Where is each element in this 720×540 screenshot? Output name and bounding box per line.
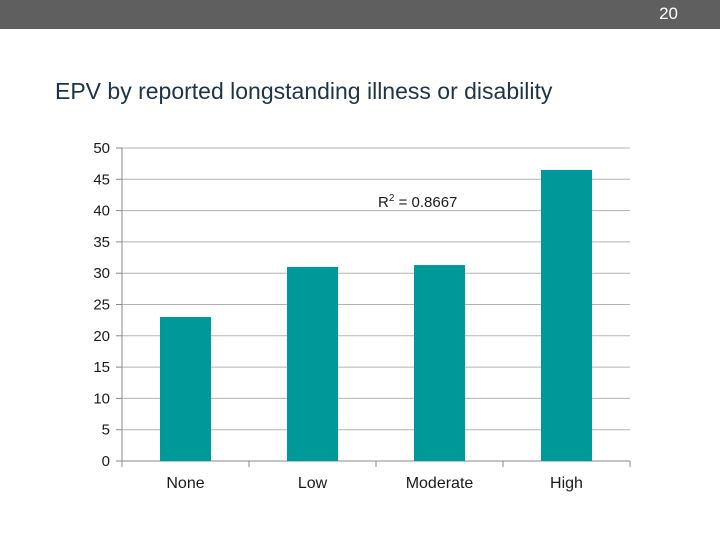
chart-title: EPV by reported longstanding illness or … [55,78,553,104]
y-tick-label: 45 [93,171,110,188]
bar-moderate [414,265,465,461]
y-tick-label: 50 [93,140,110,157]
y-tick-label: 25 [93,297,110,314]
x-category-label: Moderate [406,475,474,492]
y-tick-label: 15 [93,359,110,376]
r-squared-annotation: R2 = 0.8667 [378,193,457,211]
bar-high [541,169,592,461]
slide-number: 20 [659,4,678,23]
bar-none [160,317,211,461]
x-category-label: High [550,475,583,492]
y-tick-label: 35 [93,234,110,251]
y-tick-label: 30 [93,265,110,282]
x-category-label: Low [298,475,328,492]
bar-low [287,266,338,461]
y-tick-label: 0 [102,453,110,470]
y-tick-label: 40 [93,203,110,220]
y-tick-label: 10 [93,390,110,407]
top-bar: 20 [0,0,720,29]
y-tick-label: 20 [93,328,110,345]
x-category-label: None [166,475,204,492]
y-tick-label: 5 [102,422,110,439]
